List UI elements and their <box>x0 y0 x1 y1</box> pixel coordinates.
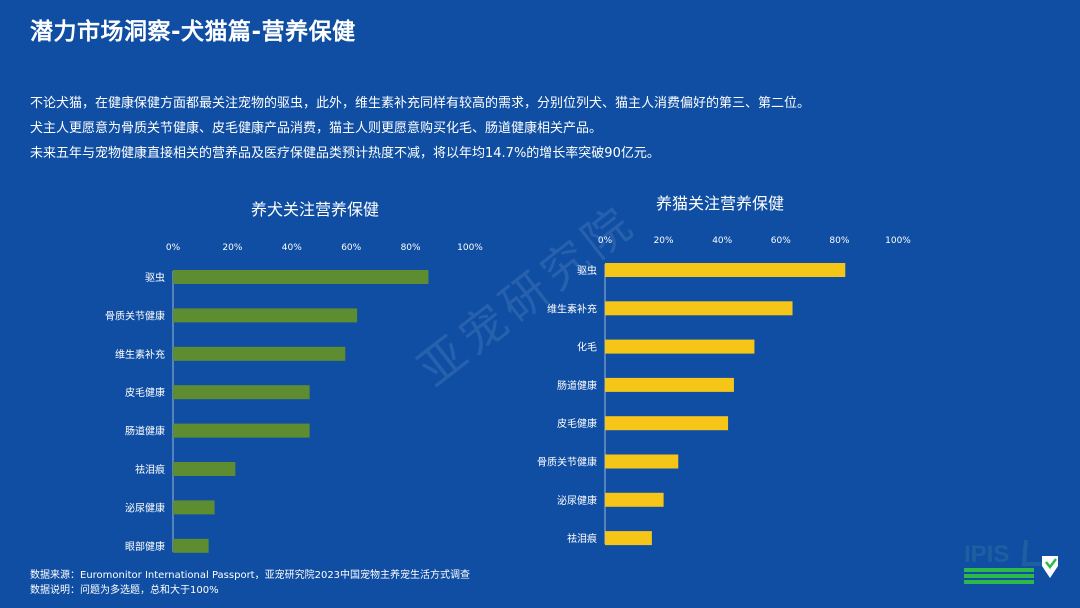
x-tick-label: 0% <box>166 243 181 253</box>
intro-text: 不论犬猫，在健康保健方面都最关注宠物的驱虫，此外，维生素补充同样有较高的需求，分… <box>30 92 1040 167</box>
intro-line: 未来五年与宠物健康直接相关的营养品及医疗保健品类预计热度不减，将以年均14.7%… <box>30 146 660 161</box>
logo-text: IPIS <box>964 541 1009 568</box>
bar <box>173 346 346 361</box>
x-tick-label: 100% <box>457 243 483 253</box>
source-note: 数据来源：Euromonitor International Passport，… <box>30 570 471 581</box>
y-tick-label: 维生素补充 <box>547 302 597 315</box>
intro-line: 不论犬猫，在健康保健方面都最关注宠物的驱虫，此外，维生素补充同样有较高的需求，分… <box>30 96 811 111</box>
y-tick-label: 皮毛健康 <box>125 386 165 399</box>
logo-stripe <box>964 568 1034 572</box>
y-tick-label: 肠道健康 <box>125 425 165 438</box>
bar <box>605 416 729 431</box>
y-tick-label: 祛泪痕 <box>135 463 165 476</box>
bar <box>173 500 215 515</box>
bar <box>173 538 209 553</box>
y-tick-label: 肠道健康 <box>557 379 597 392</box>
ipis-logo: IPIS <box>964 539 1058 584</box>
x-tick-label: 40% <box>282 243 302 253</box>
bar <box>605 454 679 469</box>
footnotes: 数据来源：Euromonitor International Passport，… <box>30 568 470 598</box>
x-tick-label: 20% <box>222 243 242 253</box>
bar <box>605 492 664 507</box>
logo-stripe <box>964 574 1034 578</box>
x-tick-label: 80% <box>401 243 421 253</box>
bar <box>605 377 734 392</box>
cat-chart-title: 养猫关注营养保健 <box>655 194 784 213</box>
y-tick-label: 眼部健康 <box>125 540 165 553</box>
bar <box>173 385 310 400</box>
y-tick-label: 泌尿健康 <box>557 494 597 507</box>
y-tick-label: 泌尿健康 <box>125 501 165 514</box>
y-tick-label: 维生素补充 <box>115 348 165 361</box>
x-tick-label: 20% <box>654 236 674 246</box>
y-tick-label: 皮毛健康 <box>557 417 597 430</box>
x-tick-label: 80% <box>829 236 849 246</box>
y-tick-label: 骨质关节健康 <box>105 309 165 322</box>
logo-mark-icon <box>1021 539 1048 566</box>
x-tick-label: 60% <box>341 243 361 253</box>
data-note: 数据说明：问题为多选题，总和大于100% <box>30 585 219 596</box>
x-tick-label: 100% <box>885 236 911 246</box>
bar <box>173 423 310 438</box>
bar <box>173 308 358 323</box>
y-tick-label: 驱虫 <box>145 272 165 284</box>
y-tick-label: 祛泪痕 <box>567 532 597 545</box>
bar <box>605 531 652 546</box>
bar <box>605 301 793 316</box>
logo-stripe <box>964 580 1034 584</box>
y-tick-label: 驱虫 <box>577 265 597 277</box>
dog-chart: 0% 20% 40% 60% 80% 100% 驱虫骨质关节健康维生素补充皮毛健康肠道健康祛… <box>105 243 483 553</box>
y-tick-label: 化毛 <box>577 341 597 354</box>
logo-check-icon <box>1045 558 1057 570</box>
y-tick-label: 骨质关节健康 <box>537 456 597 469</box>
intro-line: 犬主人更愿意为骨质关节健康、皮毛健康产品消费，猫主人则更愿意购买化毛、肠道健康相… <box>30 121 603 136</box>
bar <box>605 263 846 277</box>
page-title: 潜力市场洞察-犬猫篇-营养保健 <box>30 19 356 45</box>
x-tick-label: 40% <box>712 236 732 246</box>
bar <box>173 462 236 476</box>
bar <box>605 339 755 354</box>
x-tick-label: 60% <box>771 236 791 246</box>
bar <box>173 270 429 284</box>
dog-chart-title: 养犬关注营养保健 <box>250 200 379 219</box>
x-tick-label: 0% <box>598 236 613 246</box>
